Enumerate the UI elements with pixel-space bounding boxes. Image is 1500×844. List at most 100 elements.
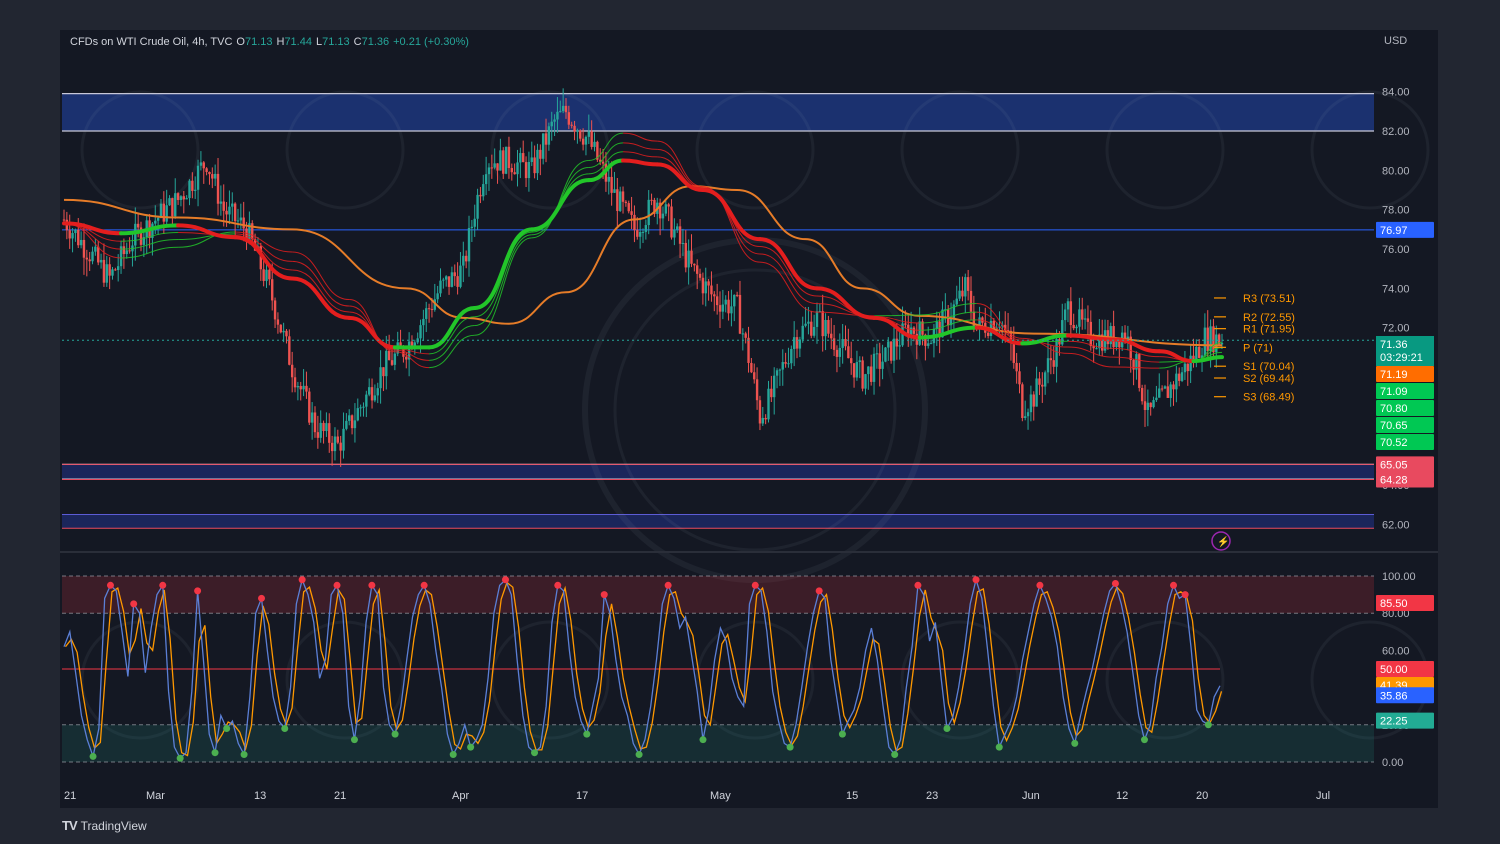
watermark-seal	[490, 620, 610, 740]
candle-body	[838, 347, 842, 357]
candle-body	[764, 417, 767, 420]
watermark-seal	[1310, 90, 1430, 210]
candle-body	[909, 327, 913, 338]
candle-body	[82, 239, 86, 258]
candle-body	[122, 246, 126, 255]
ma-mid-segment	[1020, 333, 1070, 346]
ma-ribbon-line	[292, 251, 350, 301]
candle-body	[350, 415, 354, 429]
osc-peak-dot	[1170, 581, 1178, 589]
candle-body	[775, 370, 779, 376]
ma-ribbon-line	[588, 151, 624, 175]
candle-body	[293, 377, 297, 388]
osc-trough-dot	[635, 751, 643, 759]
brand-name: TradingView	[80, 818, 147, 833]
osc-trough-dot	[211, 749, 219, 757]
candle-body	[653, 199, 656, 214]
last-price-bg	[1376, 336, 1434, 366]
candle-body	[119, 246, 123, 267]
candle-body	[767, 388, 770, 420]
candle-body	[867, 366, 870, 375]
candle-body	[1180, 372, 1184, 381]
ma-ribbon-line	[121, 231, 179, 242]
candle-body	[353, 420, 357, 429]
osc-peak-dot	[815, 587, 823, 595]
candle-body	[99, 259, 103, 263]
level-tag-2-text: 64.28	[1380, 474, 1408, 486]
ma-ribbon-line	[657, 140, 703, 188]
candle-body	[1203, 327, 1207, 356]
candle-body	[367, 387, 371, 395]
candle-body	[1220, 342, 1224, 345]
candle-body	[199, 162, 203, 166]
candle-body	[196, 165, 200, 190]
candle-body	[479, 194, 482, 197]
candle-body	[770, 388, 773, 398]
candle-body	[978, 317, 981, 329]
candle-body	[362, 406, 365, 408]
candle-body	[290, 364, 294, 378]
osc-tag-4-text: 22.25	[1380, 716, 1408, 728]
candle-body	[1152, 400, 1155, 408]
pivot-levels: R3 (73.51) R2 (72.55)R1 (71.95) P (71) S1 (…	[1214, 293, 1295, 404]
candle-body	[1004, 324, 1007, 331]
candle-body	[108, 264, 111, 276]
candle-body	[547, 126, 551, 145]
candle-body	[539, 149, 542, 159]
candle-body	[618, 191, 622, 211]
candle-body	[1066, 301, 1070, 310]
candle-body	[550, 121, 553, 127]
osc-tick: 0.00	[1382, 757, 1403, 769]
ma-mid-segment	[1191, 355, 1224, 364]
zone-band-2	[62, 514, 1374, 529]
candle-body	[128, 250, 131, 252]
branding[interactable]: TV TradingView	[62, 818, 147, 833]
candle-body	[804, 323, 807, 326]
time-tick: 13	[254, 790, 266, 802]
price-tick: 62.00	[1382, 519, 1410, 531]
candle-body	[847, 346, 850, 359]
candle-body	[795, 337, 799, 349]
osc-peak-dot	[1181, 591, 1189, 599]
candle-body	[228, 206, 231, 215]
candle-body	[502, 150, 505, 174]
candle-body	[958, 290, 961, 299]
level-tag-0-text: 76.97	[1380, 225, 1408, 237]
candle-body	[439, 280, 442, 294]
candle-body	[576, 130, 579, 132]
ma-ribbon-line	[235, 233, 293, 262]
candle-body	[1135, 354, 1138, 370]
candle-body	[188, 180, 191, 199]
candle-body	[835, 349, 839, 357]
candle-body	[453, 272, 456, 277]
candle-body	[134, 223, 137, 246]
candle-body	[359, 407, 362, 409]
candle-body	[898, 345, 901, 347]
candle-body	[807, 321, 810, 324]
candle-body	[1021, 384, 1024, 419]
ma-tag-4-bg	[1376, 434, 1434, 450]
candle-body	[961, 290, 964, 297]
watermark-seal	[285, 90, 405, 210]
candle-body	[627, 203, 630, 212]
candle-body	[1138, 354, 1141, 388]
candle-body	[162, 203, 166, 222]
candle-body	[205, 168, 208, 172]
legend-symbol: CFDs on WTI Crude Oil, 4h, TVC	[70, 36, 232, 48]
candle-body	[77, 229, 80, 246]
ma-ribbon-line	[178, 231, 236, 248]
candle-body	[998, 326, 1001, 328]
candle-body	[918, 321, 921, 345]
candle-body	[194, 189, 197, 191]
ma-ribbon-line	[657, 148, 703, 189]
candle-body	[1089, 321, 1092, 347]
candle-body	[410, 341, 414, 349]
candle-body	[698, 273, 702, 278]
chart-canvas[interactable]: R3 (73.51) R2 (72.55)R1 (71.95) P (71) S1 (…	[60, 30, 1438, 808]
candle-body	[693, 263, 696, 266]
candle-body	[125, 250, 128, 255]
candle-body	[1163, 386, 1167, 389]
currency-label: USD	[1384, 35, 1407, 47]
candle-body	[792, 337, 796, 350]
candle-body	[636, 230, 639, 237]
